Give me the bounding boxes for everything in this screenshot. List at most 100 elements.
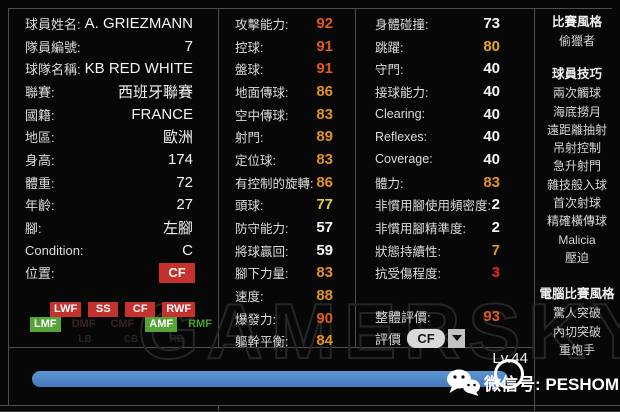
stat-value: 7	[491, 241, 500, 259]
position-badge: SS	[88, 302, 119, 317]
stat-value: 40	[483, 105, 500, 123]
skill-item: 壓迫	[564, 250, 589, 265]
stat-row: 頭球: 77	[218, 194, 355, 217]
stat-value: 40	[483, 60, 500, 78]
stat-row: 跳躍: 80	[355, 35, 534, 58]
divider	[8, 8, 9, 405]
stat-label: 有控制的旋轉:	[235, 176, 314, 191]
stat-value: 91	[316, 37, 333, 55]
stat-value: 2	[491, 196, 500, 214]
stat-row: Reflexes: 40	[355, 125, 534, 148]
info-label: Condition:	[25, 242, 84, 258]
sidebar-spacer	[534, 50, 620, 65]
rating-dropdown-button[interactable]	[448, 328, 466, 348]
stat-value: 3	[491, 264, 500, 282]
rating-dropdown-value[interactable]: CF	[407, 328, 446, 348]
league-name: 西班牙聯賽	[117, 83, 193, 101]
stat-label: 速度:	[235, 290, 264, 305]
stat-value: 40	[483, 150, 500, 168]
skill-item: 首次射球	[552, 196, 601, 211]
stat-row: 身體碰撞: 73	[355, 12, 534, 35]
stat-row: 接球能力: 40	[355, 80, 534, 103]
info-label: 年齡:	[25, 198, 55, 214]
stat-label: 接球能力:	[375, 85, 429, 100]
com-style-header: 電腦比賽風格	[539, 287, 615, 302]
divider	[218, 8, 219, 347]
stat-label: 頭球:	[235, 199, 264, 214]
stat-label: 控球:	[235, 40, 264, 55]
stat-value: 83	[483, 173, 500, 191]
foot: 左腳	[162, 220, 193, 238]
skill-item: 海底撈月	[552, 104, 601, 119]
stat-value: 83	[316, 264, 333, 282]
stat-value: 86	[316, 173, 333, 191]
info-label: 聯賽:	[25, 84, 55, 100]
stat-value: 2	[491, 219, 500, 237]
positions-row-forwards: LWF SS CF RWF	[50, 302, 218, 317]
info-row: 年齡: 27	[8, 194, 218, 217]
position-badge: RWF	[162, 302, 196, 317]
sidebar-spacer	[534, 267, 620, 285]
stat-row: 抗受傷程度: 3	[355, 262, 534, 285]
positions-row-midfield: LMF DMF CMF AMF RMF	[30, 317, 218, 332]
stat-label: 軀幹平衡:	[235, 335, 289, 350]
stat-value: 77	[316, 196, 333, 214]
stat-label: 狀態持續性:	[375, 244, 441, 259]
stat-row: 防守能力: 57	[218, 216, 355, 239]
wechat-icon	[447, 369, 480, 396]
stat-label: Coverage:	[375, 152, 433, 167]
divider	[0, 405, 620, 406]
stat-label: 攻擊能力:	[235, 17, 289, 32]
skill-item: 精確橫傳球	[546, 214, 607, 229]
wechat-id-text: 微信号: PESHOME	[484, 374, 620, 394]
stat-label: 爆發力:	[235, 312, 276, 327]
stat-row: 體力: 83	[355, 171, 534, 194]
region: 歐洲	[162, 129, 193, 147]
stat-row: 腳下力量: 83	[218, 262, 355, 285]
positions-map: LWF SS CF RWF LMF DMF CMF AMF RMF LB CB …	[8, 302, 218, 347]
position-badge: CB	[123, 334, 139, 345]
stat-label: 跳躍:	[375, 40, 404, 55]
stat-row: 非慣用腳精準度: 2	[355, 216, 534, 239]
info-row: 腳: 左腳	[8, 216, 218, 239]
position-badge: CF	[125, 302, 156, 317]
info-label: 隊員編號:	[25, 39, 81, 55]
skill-item: 兩次觸球	[552, 86, 601, 101]
stat-value: 83	[316, 105, 333, 123]
stat-value: 89	[316, 128, 333, 146]
player-skills-header: 球員技巧	[551, 67, 602, 82]
stat-row: 攻擊能力: 92	[218, 12, 355, 35]
position-badge: DMF	[71, 318, 96, 330]
squad-number: 7	[184, 37, 193, 55]
info-row: 球隊名稱: KB RED WHITE	[8, 57, 218, 80]
stat-label: 防守能力:	[235, 222, 289, 237]
stat-value: 86	[316, 82, 333, 100]
skill-item: 急升射門	[552, 159, 601, 174]
play-style-item: 偷獵者	[558, 34, 595, 48]
stat-value: 40	[483, 82, 500, 100]
stat-label: 守門:	[375, 63, 404, 78]
position-badge: LB	[78, 334, 92, 345]
nationality: FRANCE	[131, 105, 193, 123]
info-row: 聯賽: 西班牙聯賽	[8, 80, 218, 103]
info-label: 腳:	[25, 221, 42, 237]
play-style-header: 比賽風格	[551, 15, 602, 29]
stat-row: 狀態持續性: 7	[355, 239, 534, 262]
chevron-down-icon	[451, 335, 462, 341]
stat-row: 軀幹平衡: 84	[218, 330, 355, 353]
skill-item: 雜技般入球	[546, 177, 607, 192]
team-name: KB RED WHITE	[84, 60, 193, 78]
physical-stats-column: 身體碰撞: 73 跳躍: 80 守門: 40 接球能力: 40 Clearing: 40 …	[355, 8, 534, 284]
skill-item: Malicia	[558, 232, 596, 247]
info-label: 國籍:	[25, 107, 55, 123]
com-style-item: 驚人突破	[552, 306, 601, 321]
stat-row: 地面傳球: 86	[218, 80, 355, 103]
divider	[8, 8, 612, 9]
stat-row: 盤球: 91	[218, 57, 355, 80]
stat-value: 84	[316, 332, 333, 350]
age: 27	[176, 196, 193, 214]
player-info-column: 球員姓名: A. GRIEZMANN 隊員編號: 7 球隊名稱: KB RED WHI…	[8, 8, 218, 284]
sidebar: 比賽風格 偷獵者 球員技巧 兩次觸球 海底撈月 遠距離抽射 吊射控制 急升射門 …	[534, 8, 620, 359]
overall-value: 93	[483, 307, 500, 325]
stat-label: Clearing:	[375, 107, 426, 122]
